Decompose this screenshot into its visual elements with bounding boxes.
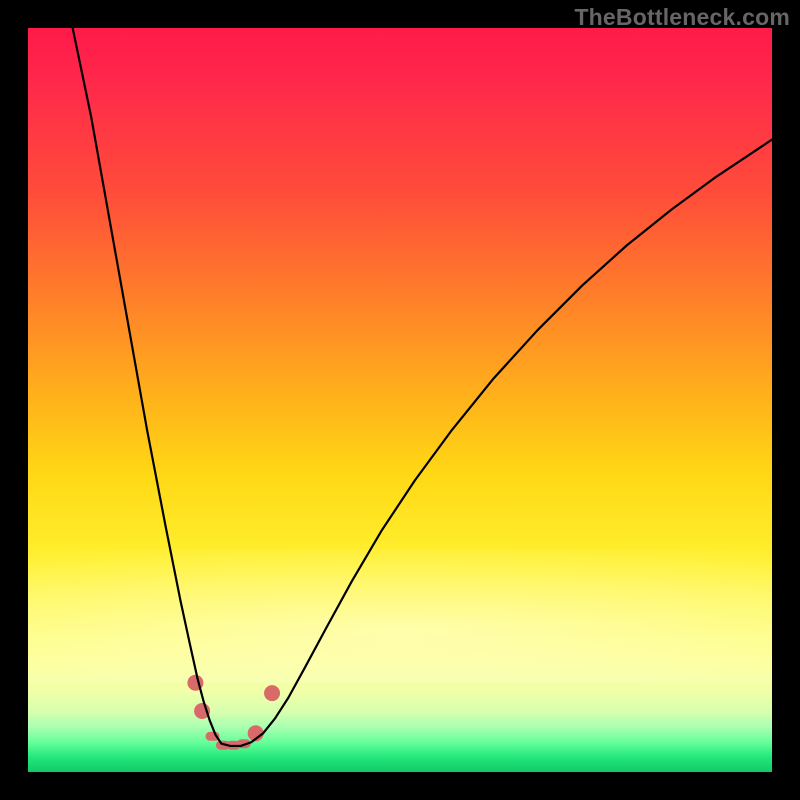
curve-svg [28,28,772,772]
floor-marker-dot [264,685,280,701]
chart-outer: TheBottleneck.com [0,0,800,800]
floor-markers-group [187,675,280,750]
bottleneck-curve [73,28,772,746]
plot-area [28,28,772,772]
watermark-text: TheBottleneck.com [574,4,790,31]
